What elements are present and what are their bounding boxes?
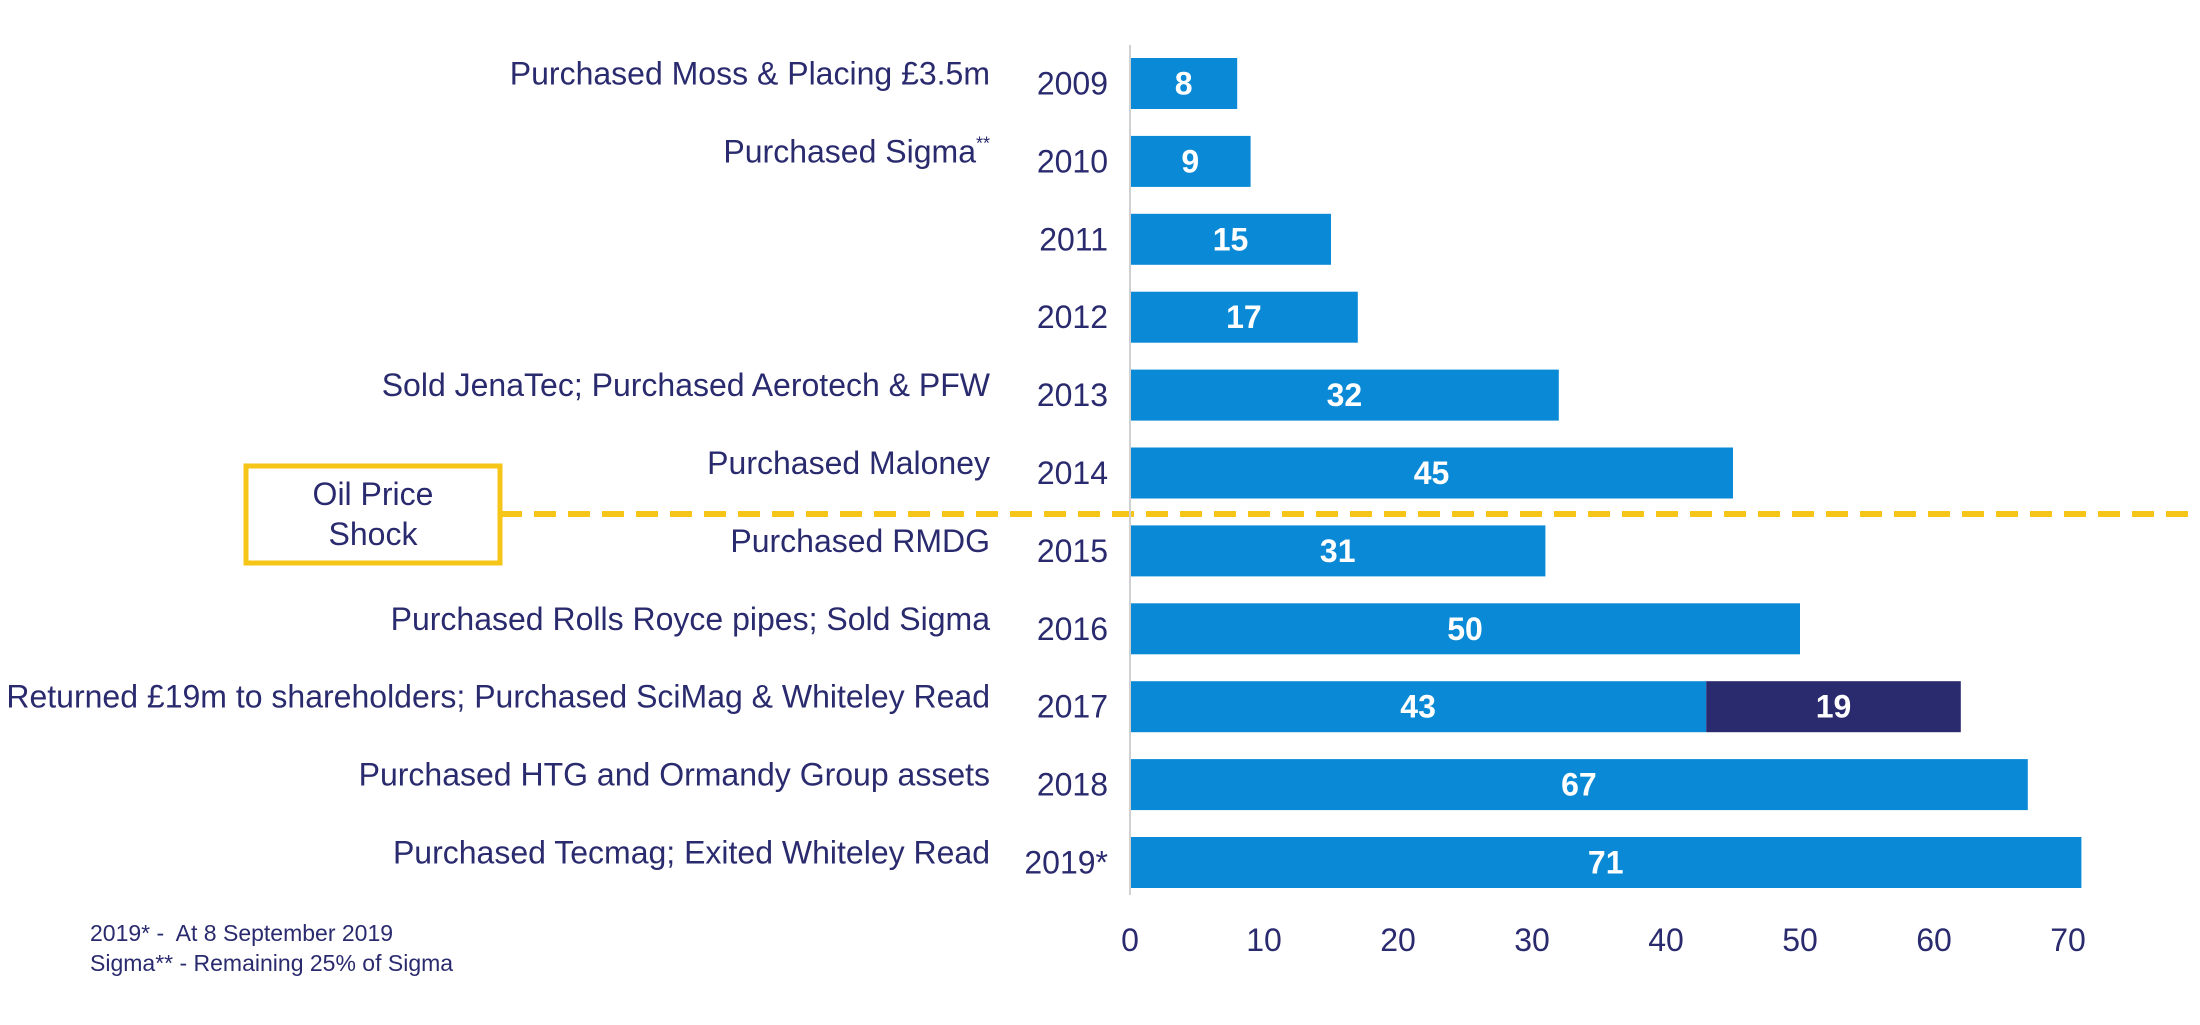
category-label-2017: 2017 xyxy=(1037,689,1108,725)
bar-2010-series-1 xyxy=(1130,135,1251,187)
bar-2013-series-1 xyxy=(1130,369,1559,421)
bar-2019-series-1 xyxy=(1130,837,2082,888)
data-label-2019-series-1: 71 xyxy=(1588,845,1624,881)
x-tick-label-60: 60 xyxy=(1916,922,1952,958)
bars-layer xyxy=(1130,58,2082,888)
annotation-2009: Purchased Moss & Placing £3.5m xyxy=(510,56,990,92)
bar-2017-series-2 xyxy=(1706,681,1961,733)
bar-2011-series-1 xyxy=(1130,213,1331,265)
category-label-2010: 2010 xyxy=(1037,143,1108,179)
data-label-2009-series-1: 8 xyxy=(1175,66,1193,102)
data-label-2010-series-1: 9 xyxy=(1181,143,1199,179)
category-label-2011: 2011 xyxy=(1039,221,1108,257)
x-tick-label-70: 70 xyxy=(2050,922,2086,958)
data-label-2013-series-1: 32 xyxy=(1327,377,1363,413)
category-label-2012: 2012 xyxy=(1037,299,1108,335)
oil-price-shock-label-line2: Shock xyxy=(329,516,419,552)
annotation-2017: Returned £19m to shareholders; Purchased… xyxy=(6,679,990,715)
data-label-2015-series-1: 31 xyxy=(1320,533,1356,569)
category-label-2016: 2016 xyxy=(1037,611,1108,647)
bar-2018-series-1 xyxy=(1130,759,2028,811)
category-label-2019: 2019* xyxy=(1024,845,1108,881)
annotation-2018: Purchased HTG and Ormandy Group assets xyxy=(359,757,990,793)
bar-2016-series-1 xyxy=(1130,603,1800,655)
footnotes: 2019* - At 8 September 2019 Sigma** - Re… xyxy=(90,920,453,976)
oil-price-shock-label-line1: Oil Price xyxy=(313,476,434,512)
category-label-2009: 2009 xyxy=(1037,66,1108,102)
x-tick-label-0: 0 xyxy=(1121,922,1139,958)
data-label-2016-series-1: 50 xyxy=(1447,611,1483,647)
x-tick-label-30: 30 xyxy=(1514,922,1550,958)
annotation-2010: Purchased Sigma** xyxy=(723,133,990,169)
annotation-2015: Purchased RMDG xyxy=(730,523,990,559)
labels-layer: 8 2009 Purchased Moss & Placing £3.5m 9 2010… xyxy=(6,56,1851,881)
category-label-2014: 2014 xyxy=(1037,455,1108,491)
bar-2017-series-1 xyxy=(1130,681,1707,733)
data-label-2014-series-1: 45 xyxy=(1414,455,1450,491)
footnote-sigma: Sigma** - Remaining 25% of Sigma xyxy=(90,950,453,976)
annotation-2014: Purchased Maloney xyxy=(707,445,990,481)
bar-2012-series-1 xyxy=(1130,291,1358,343)
data-label-2012-series-1: 17 xyxy=(1226,299,1262,335)
footnote-2019: 2019* - At 8 September 2019 xyxy=(90,920,393,946)
data-label-2018-series-1: 67 xyxy=(1561,767,1597,803)
annotation-2019: Purchased Tecmag; Exited Whiteley Read xyxy=(393,835,990,871)
data-label-2011-series-1: 15 xyxy=(1213,221,1249,257)
x-tick-label-20: 20 xyxy=(1380,922,1416,958)
data-label-2017-series-2: 19 xyxy=(1816,689,1852,725)
category-label-2015: 2015 xyxy=(1037,533,1108,569)
bar-2014-series-1 xyxy=(1130,447,1733,499)
annotation-2013: Sold JenaTec; Purchased Aerotech & PFW xyxy=(382,367,991,403)
x-axis: 0 10 20 30 40 50 60 70 xyxy=(1121,45,2086,958)
category-label-2013: 2013 xyxy=(1037,377,1108,413)
x-tick-label-50: 50 xyxy=(1782,922,1818,958)
x-tick-label-10: 10 xyxy=(1246,922,1282,958)
bar-2009-series-1 xyxy=(1130,58,1238,109)
annotation-2016: Purchased Rolls Royce pipes; Sold Sigma xyxy=(391,601,991,637)
x-tick-label-40: 40 xyxy=(1648,922,1684,958)
oil-price-shock-marker: Oil Price Shock xyxy=(243,463,2190,566)
data-label-2017-series-1: 43 xyxy=(1400,689,1436,725)
category-label-2018: 2018 xyxy=(1037,767,1108,803)
bar-2015-series-1 xyxy=(1130,525,1546,577)
